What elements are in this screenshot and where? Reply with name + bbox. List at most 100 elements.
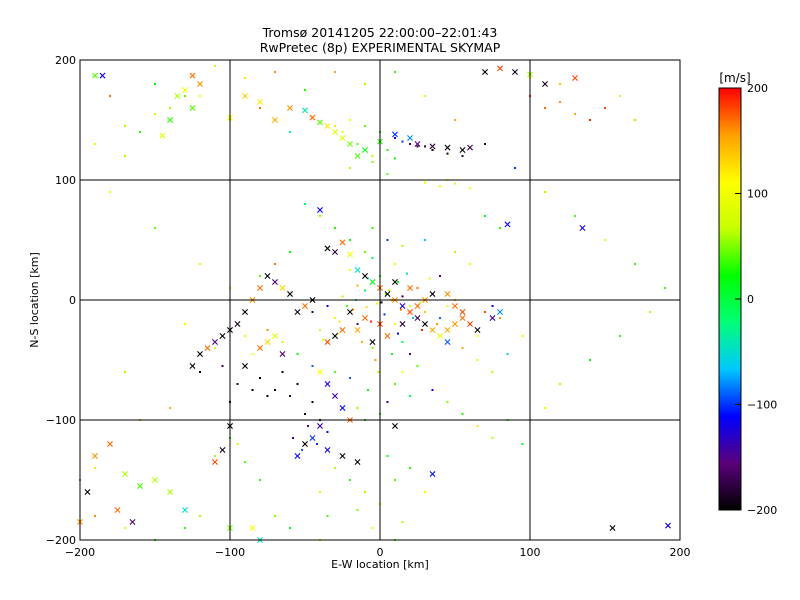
- data-point-cross: [234, 321, 241, 327]
- data-point: [364, 491, 366, 493]
- data-point-cross: [257, 285, 263, 291]
- data-point: [401, 295, 404, 298]
- data-point: [367, 389, 369, 391]
- data-point-cross: [369, 279, 376, 285]
- data-point-cross: [279, 285, 286, 291]
- data-point: [428, 277, 431, 280]
- data-point: [461, 413, 464, 415]
- x-axis-ticks: −200 −100 0 100 200: [65, 533, 691, 559]
- data-point: [337, 332, 339, 335]
- data-point: [371, 227, 374, 229]
- data-point: [349, 377, 351, 379]
- data-point: [634, 119, 636, 121]
- x-axis-label: E-W location [km]: [331, 558, 429, 571]
- data-point-cross: [122, 471, 128, 477]
- data-point-cross: [354, 267, 361, 273]
- data-point-cross: [302, 107, 308, 114]
- data-point: [436, 323, 438, 325]
- data-point: [506, 353, 509, 355]
- data-point-cross: [429, 143, 436, 150]
- data-point: [124, 371, 126, 373]
- data-point: [259, 107, 261, 109]
- data-point: [236, 383, 239, 385]
- data-point-cross: [399, 303, 406, 309]
- data-point: [619, 95, 621, 97]
- data-point: [454, 251, 456, 253]
- data-point: [604, 239, 606, 241]
- data-point-cross: [212, 459, 218, 465]
- data-point: [259, 275, 261, 277]
- data-point: [544, 107, 546, 109]
- data-point-cross: [407, 135, 413, 141]
- data-point: [199, 95, 201, 97]
- data-point: [199, 515, 201, 517]
- data-point-cross: [189, 105, 196, 111]
- data-point-cross: [354, 153, 361, 159]
- data-point-cross: [324, 339, 331, 345]
- data-point-cross: [294, 309, 301, 315]
- data-point: [259, 377, 261, 379]
- data-point-cross: [444, 339, 451, 345]
- data-point-cross: [272, 117, 278, 123]
- data-point: [365, 306, 368, 309]
- data-point: [559, 383, 561, 385]
- data-point: [154, 83, 156, 85]
- data-point-cross: [302, 303, 308, 309]
- data-point-cross: [302, 441, 308, 447]
- data-point: [334, 125, 336, 127]
- data-point: [289, 131, 291, 133]
- x-tick-label: −200: [65, 546, 95, 559]
- data-point: [364, 289, 366, 292]
- data-point: [446, 401, 449, 403]
- data-point: [341, 295, 344, 298]
- y-tick-label: 0: [69, 294, 76, 307]
- data-point: [289, 395, 291, 397]
- data-point-cross: [422, 321, 428, 327]
- data-point-cross: [317, 207, 323, 213]
- data-point-cross: [414, 141, 421, 147]
- data-point-cross: [287, 105, 293, 111]
- data-point: [304, 203, 306, 205]
- data-point: [367, 277, 369, 280]
- data-point-cross: [444, 144, 451, 151]
- data-point-cross: [414, 303, 421, 309]
- data-point: [383, 313, 386, 316]
- data-point: [361, 341, 363, 343]
- data-point-cross: [384, 333, 391, 339]
- data-point: [416, 365, 419, 367]
- data-point-cross: [189, 363, 196, 369]
- data-point: [634, 263, 636, 265]
- data-point: [326, 431, 329, 433]
- data-point-cross: [392, 423, 398, 429]
- data-point: [491, 437, 494, 439]
- data-point: [499, 317, 501, 319]
- data-point: [296, 353, 299, 355]
- data-point: [484, 215, 486, 217]
- data-point: [439, 275, 441, 277]
- data-point-cross: [264, 339, 271, 345]
- data-point-cross: [347, 251, 353, 258]
- data-point: [476, 425, 479, 427]
- data-point-cross: [579, 225, 586, 231]
- data-point: [409, 395, 411, 397]
- data-point-cross: [249, 525, 256, 531]
- data-point-cross: [332, 249, 338, 255]
- data-point: [394, 323, 396, 325]
- data-point: [304, 89, 306, 91]
- data-point: [356, 407, 359, 409]
- data-point: [484, 311, 486, 313]
- data-point-cross: [347, 141, 353, 147]
- data-point-cross: [347, 309, 353, 315]
- data-point-cross: [152, 477, 158, 483]
- data-point: [349, 269, 351, 271]
- data-point: [251, 353, 254, 355]
- data-point-cross: [354, 459, 361, 465]
- data-point-cross: [459, 147, 466, 153]
- data-point-cross: [212, 339, 218, 345]
- data-point: [619, 335, 621, 337]
- data-point-cross: [414, 315, 421, 321]
- data-point: [394, 263, 396, 265]
- data-point: [559, 83, 561, 85]
- data-point-cross: [467, 144, 473, 151]
- data-point-cross: [392, 131, 398, 138]
